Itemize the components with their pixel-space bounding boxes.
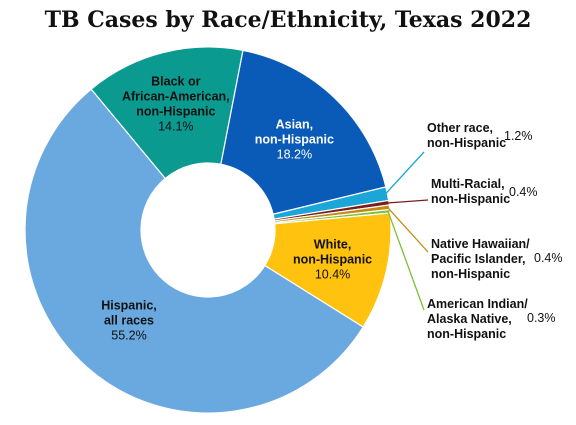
leader-line-other-race-non-hispanic [384, 151, 425, 195]
slice-label-black-or-african-american-non-hispanic: Black or African-American, non-Hispanic 14.… [122, 75, 230, 134]
slice-label-other-race-non-hispanic: Other race, non-Hispanic [427, 121, 506, 150]
slice-label-line: non-Hispanic [136, 105, 215, 119]
slice-label-line: Alaska Native, [427, 312, 512, 326]
slice-label-line: non-Hispanic [293, 253, 372, 267]
slice-value-multi-racial-non-hispanic: 0.4% [509, 185, 538, 199]
slice-label-asian-non-hispanic: Asian, non-Hispanic 18.2% [255, 118, 334, 162]
slice-label-line: non-Hispanic [427, 327, 506, 341]
slice-label-white-non-hispanic: White, non-Hispanic 10.4% [293, 238, 372, 282]
slice-label-line: non-Hispanic [431, 267, 510, 281]
slice-hispanic-all-races [24, 88, 364, 414]
slice-label-line: Asian, [276, 118, 314, 132]
slice-asian-non-hispanic [220, 49, 387, 215]
slice-label-multi-racial-non-hispanic: Multi-Racial, non-Hispanic [431, 177, 510, 206]
slice-label-line: Native Hawaiian/ [431, 237, 530, 251]
slice-label-line: non-Hispanic [431, 192, 510, 206]
slice-label-line: Black or [151, 75, 200, 89]
slice-value-american-indian-alaska-native-non-hispanic: 0.3% [527, 311, 556, 325]
slice-label-line: American Indian/ [427, 297, 528, 311]
slice-label-line: Hispanic, [101, 298, 157, 312]
slice-label-american-indian-alaska-native-non-hispanic: American Indian/Alaska Native, non-Hispan… [427, 297, 528, 341]
slice-value: 55.2% [111, 328, 146, 342]
leader-line-american-indian-alaska-native-non-hispanic [387, 211, 425, 311]
slice-label-line: non-Hispanic [427, 136, 506, 150]
slice-label-native-hawaiian-pacific-islander-non-hispanic: Native Hawaiian/Pacific Islander, non-His… [431, 237, 530, 281]
leader-line-multi-racial-non-hispanic [386, 199, 429, 204]
slice-label-line: Pacific Islander, [431, 252, 526, 266]
slice-value-other-race-non-hispanic: 1.2% [504, 129, 533, 143]
chart-title: TB Cases by Race/Ethnicity, Texas 2022 [45, 7, 532, 33]
slice-value: 18.2% [277, 148, 312, 162]
slice-value-native-hawaiian-pacific-islander-non-hispanic: 0.4% [534, 251, 563, 265]
slice-label-line: Other race, [427, 121, 493, 135]
slice-label-line: Multi-Racial, [431, 177, 505, 191]
slice-label-line: White, [314, 238, 352, 252]
slice-label-line: non-Hispanic [255, 133, 334, 147]
slice-value: 14.1% [158, 120, 193, 134]
slice-black-or-african-american-non-hispanic [90, 46, 244, 180]
slice-label-hispanic-all-races: Hispanic, all races 55.2% [101, 298, 157, 342]
leader-line-native-hawaiian-pacific-islander-non-hispanic [387, 207, 429, 253]
slice-label-line: all races [104, 313, 154, 327]
slice-label-line: African-American, [122, 90, 230, 104]
slice-value: 10.4% [315, 268, 350, 282]
